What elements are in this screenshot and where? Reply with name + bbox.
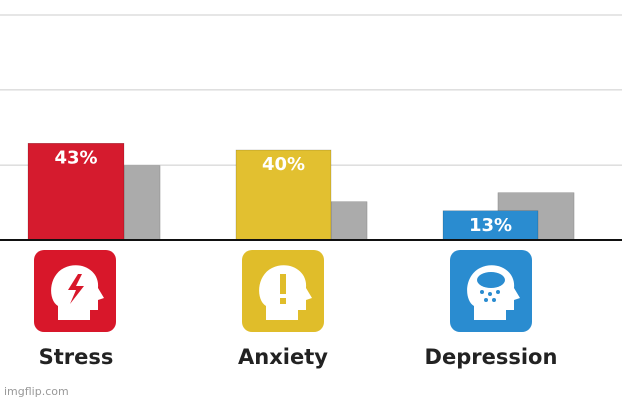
bar [27, 143, 125, 241]
value-label: 40% [262, 154, 305, 175]
watermark: imgflip.com [4, 385, 69, 398]
value-label: 13% [469, 215, 512, 236]
bar-comparison [123, 165, 161, 241]
category-label: Stress [39, 345, 114, 369]
icon-anxiety [242, 250, 324, 332]
category-label: Depression [425, 345, 558, 369]
value-label: 43% [54, 147, 97, 168]
icon-stress [34, 250, 116, 332]
icon-depression [450, 250, 532, 332]
bar [235, 149, 332, 241]
bar-comparison [330, 201, 368, 241]
category-label: Anxiety [238, 345, 328, 369]
